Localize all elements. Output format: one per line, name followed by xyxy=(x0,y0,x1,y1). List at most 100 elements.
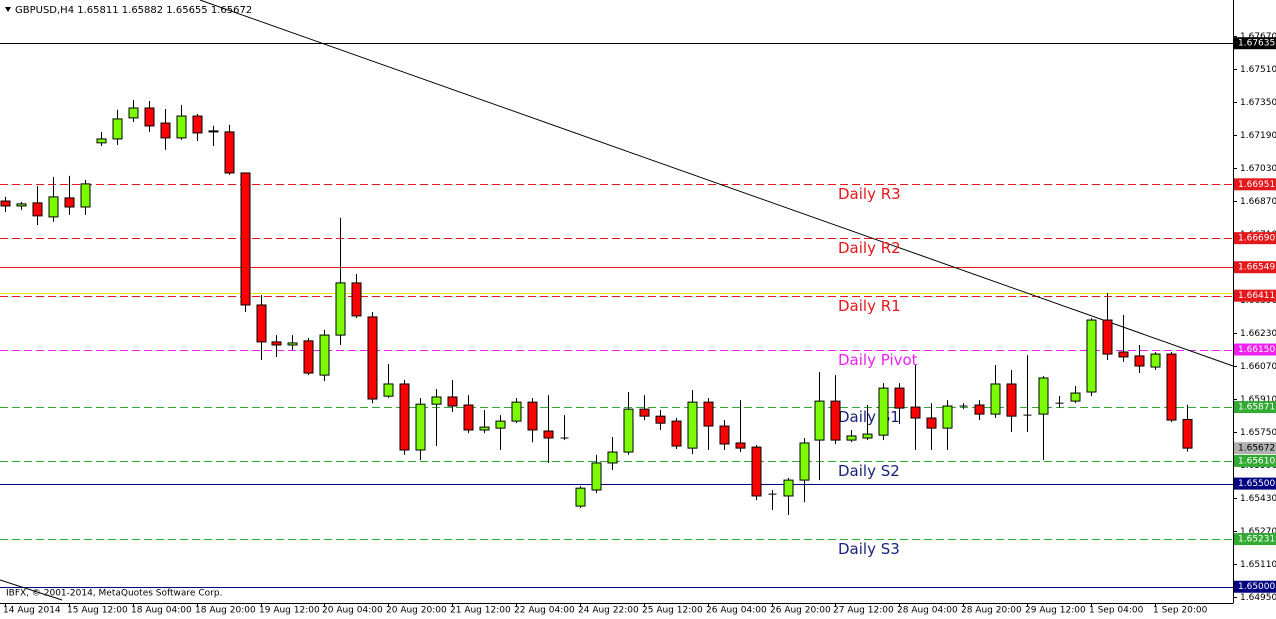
candle-body xyxy=(0,200,11,207)
candle-body xyxy=(942,405,953,429)
x-tick-label: 20 Aug 20:00 xyxy=(386,606,447,616)
level-box xyxy=(1234,178,1276,191)
x-tick-label: 26 Aug 20:00 xyxy=(770,606,831,616)
x-tick-label: 20 Aug 04:00 xyxy=(322,606,383,616)
candle-body xyxy=(224,131,235,174)
candle-body xyxy=(591,462,602,491)
candle-body xyxy=(176,115,187,139)
x-tick-label: 28 Aug 20:00 xyxy=(961,606,1022,616)
level-label: 1.67635 xyxy=(1238,39,1275,49)
candle-body xyxy=(575,487,586,507)
candle-body xyxy=(335,282,346,336)
candle-body xyxy=(1118,351,1129,358)
candle-body xyxy=(1166,353,1177,421)
candle-body xyxy=(1134,355,1145,367)
x-tick-label: 25 Aug 12:00 xyxy=(642,606,703,616)
x-tick-label: 18 Aug 20:00 xyxy=(195,606,256,616)
trend-line xyxy=(0,579,63,601)
y-tick-label: 1.65110 xyxy=(1240,560,1276,570)
y-tick-label: 1.66870 xyxy=(1240,197,1276,207)
candle-body xyxy=(783,479,794,497)
candle-body xyxy=(447,396,458,407)
candle-body xyxy=(192,115,203,134)
candle-body xyxy=(240,172,251,306)
x-tick-label: 1 Sep 20:00 xyxy=(1153,606,1208,616)
candle-body xyxy=(16,203,27,207)
candle-body xyxy=(607,451,618,464)
chart-title: GBPUSD,H4 1.65811 1.65882 1.65655 1.6567… xyxy=(15,5,252,16)
x-tick-label: 24 Aug 22:00 xyxy=(578,606,639,616)
candle-body xyxy=(655,415,666,424)
candle-body xyxy=(367,316,378,400)
y-tick-label: 1.66230 xyxy=(1240,329,1276,339)
candle-body xyxy=(719,425,730,445)
x-tick-label: 28 Aug 04:00 xyxy=(897,606,958,616)
trend-line xyxy=(199,0,1234,367)
candle-body xyxy=(623,408,634,453)
candle-body xyxy=(319,334,330,376)
y-tick-label: 1.65270 xyxy=(1240,527,1276,537)
candle-body xyxy=(527,401,538,431)
x-tick-label: 21 Aug 12:00 xyxy=(450,606,511,616)
candle-body xyxy=(271,341,282,346)
level-box xyxy=(1234,289,1276,302)
candle-body xyxy=(1150,353,1161,368)
y-tick-label: 1.65750 xyxy=(1240,428,1276,438)
candle-body xyxy=(303,340,314,374)
level-name: Daily R1 xyxy=(838,297,901,315)
candle-body xyxy=(751,446,762,497)
price-box xyxy=(1234,442,1276,455)
candle-body xyxy=(128,107,139,119)
x-tick-label: 1 Sep 04:00 xyxy=(1089,606,1144,616)
candle-body xyxy=(287,342,298,346)
candle-body xyxy=(799,442,810,481)
y-tick-label: 1.67350 xyxy=(1240,98,1276,108)
candle-body xyxy=(671,420,682,447)
level-label: 1.65000 xyxy=(1238,582,1275,592)
x-tick-label: 18 Aug 04:00 xyxy=(131,606,192,616)
level-box xyxy=(1234,232,1276,245)
candle-body xyxy=(878,387,889,436)
level-name: Daily S1 xyxy=(838,408,900,426)
level-name: Daily Pivot xyxy=(838,351,918,369)
y-tick-label: 1.67030 xyxy=(1240,164,1276,174)
candle-body xyxy=(511,401,522,422)
candle-body xyxy=(846,435,857,441)
x-tick-label: 19 Aug 12:00 xyxy=(259,606,320,616)
candle-body xyxy=(32,202,43,217)
x-tick-label: 15 Aug 12:00 xyxy=(67,606,128,616)
level-box xyxy=(1234,477,1276,490)
x-tick-label: 26 Aug 04:00 xyxy=(706,606,767,616)
candle-body xyxy=(48,196,59,218)
candle-body xyxy=(144,107,155,127)
candle-body xyxy=(830,400,841,441)
x-tick-label: 22 Aug 04:00 xyxy=(514,606,575,616)
level-label: 1.65871 xyxy=(1238,403,1275,413)
candle-body xyxy=(687,401,698,449)
y-tick-label: 1.67190 xyxy=(1240,131,1276,141)
candle-body xyxy=(543,430,554,439)
level-name: Daily R3 xyxy=(838,185,901,203)
y-tick-label: 1.67510 xyxy=(1240,65,1276,75)
candle-body xyxy=(495,420,506,429)
level-label: 1.66411 xyxy=(1238,291,1275,301)
y-tick-label: 1.64950 xyxy=(1240,593,1276,603)
candle-body xyxy=(80,183,91,208)
level-box xyxy=(1234,533,1276,546)
candle-body xyxy=(208,130,219,133)
candle-body xyxy=(463,404,474,431)
candle-body xyxy=(974,404,985,415)
level-box xyxy=(1234,261,1276,274)
level-box xyxy=(1234,343,1276,356)
candle-body xyxy=(1182,418,1193,449)
candle-body xyxy=(814,400,825,441)
candle-body xyxy=(96,138,107,144)
menu-triangle[interactable] xyxy=(5,7,11,12)
x-tick-label: 14 Aug 2014 xyxy=(3,606,61,616)
candle-body xyxy=(894,387,905,409)
x-tick-label: 29 Aug 12:00 xyxy=(1025,606,1086,616)
candle-body xyxy=(1086,319,1097,393)
